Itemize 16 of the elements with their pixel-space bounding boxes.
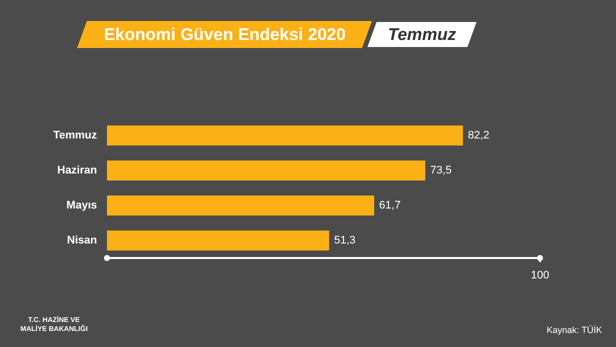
data-label: 61,7: [379, 200, 401, 212]
data-label: 51,3: [334, 234, 356, 246]
data-label: 73,5: [430, 164, 452, 176]
y-tick-label: Mayıs: [66, 200, 97, 212]
bar: [107, 160, 426, 180]
x-tick-label: 100: [530, 270, 550, 282]
bar: [107, 196, 374, 216]
chart-title: Ekonomi Güven Endeksi 2020: [104, 24, 346, 44]
y-tick-label: Temmuz: [53, 130, 98, 142]
bar: [107, 126, 463, 146]
data-label: 82,2: [468, 130, 490, 142]
y-tick-label: Haziran: [57, 164, 98, 176]
chart-subtitle: Temmuz: [388, 24, 456, 44]
text: Kaynak: TÜİK: [546, 325, 602, 335]
bar: [107, 230, 330, 250]
y-tick-label: Nisan: [67, 234, 98, 246]
